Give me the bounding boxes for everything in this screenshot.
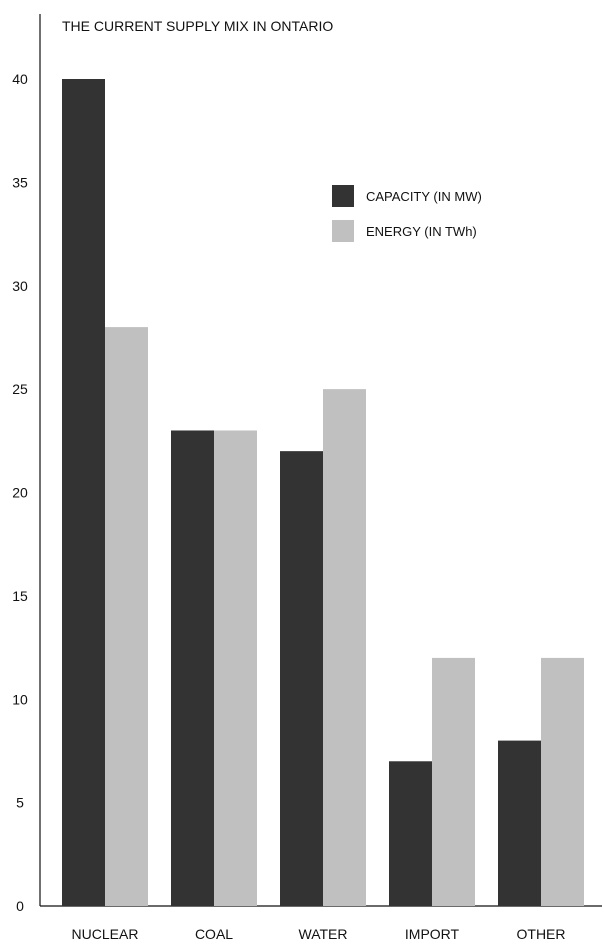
bar-water-series-2 xyxy=(323,389,366,906)
legend-swatch xyxy=(332,220,354,242)
bar-import-series-1 xyxy=(389,761,432,906)
bars-group xyxy=(62,79,584,907)
y-tick-label: 35 xyxy=(12,174,28,190)
x-tick-labels: NUCLEAR COAL WATER IMPORT OTHER xyxy=(72,926,566,942)
bar-coal-series-2 xyxy=(214,430,257,906)
y-tick-label: 25 xyxy=(12,381,28,397)
y-tick-label: 15 xyxy=(12,588,28,604)
y-tick-label: 0 xyxy=(16,898,24,914)
legend: CAPACITY (IN MW) ENERGY (IN TWh) xyxy=(332,185,482,242)
bar-other-series-1 xyxy=(498,740,541,906)
y-tick-label: 40 xyxy=(12,71,28,87)
legend-label: ENERGY (IN TWh) xyxy=(366,224,477,239)
bar-water-series-1 xyxy=(280,451,323,906)
legend-swatch xyxy=(332,185,354,207)
bar-nuclear-series-2 xyxy=(105,327,148,907)
x-tick-label: NUCLEAR xyxy=(72,926,139,941)
x-tick-label: COAL xyxy=(195,926,233,941)
x-tick-label: WATER xyxy=(299,926,348,941)
x-tick-label: IMPORT xyxy=(405,926,460,941)
y-tick-labels: 0 5 10 15 20 25 30 35 40 xyxy=(12,71,28,914)
bar-coal-series-1 xyxy=(171,430,214,906)
y-tick-label: 10 xyxy=(12,691,28,707)
legend-label: CAPACITY (IN MW) xyxy=(366,189,482,204)
y-tick-label: 5 xyxy=(16,795,24,811)
bar-import-series-2 xyxy=(432,657,475,906)
bar-other-series-2 xyxy=(541,657,584,906)
y-tick-label: 30 xyxy=(12,278,28,294)
bar-nuclear-series-1 xyxy=(62,79,105,906)
x-tick-label: OTHER xyxy=(517,926,566,941)
chart-title: THE CURRENT SUPPLY MIX IN ONTARIO xyxy=(62,18,333,34)
y-tick-label: 20 xyxy=(12,485,28,501)
